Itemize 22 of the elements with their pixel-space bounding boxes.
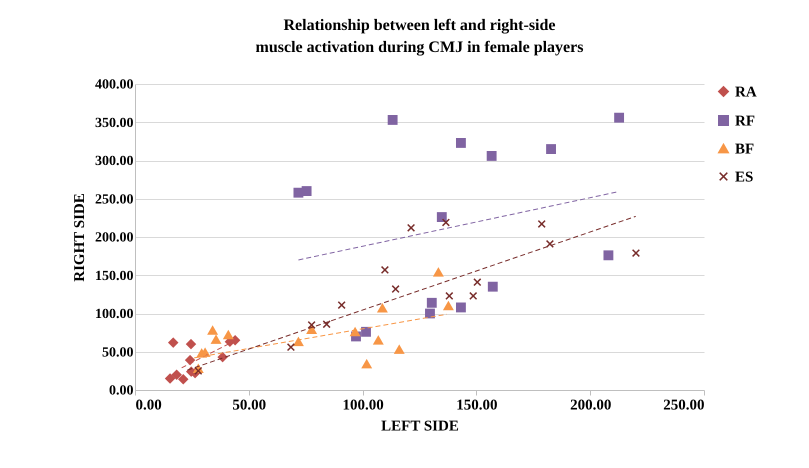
y-tick-label: 100.00 [95, 307, 134, 322]
y-axis-title: RIGHT SIDE [72, 193, 88, 282]
x-tick-label: 150.00 [456, 398, 498, 414]
legend-label: ES [735, 170, 754, 186]
x-tick-label: 250.00 [663, 398, 704, 414]
legend-label: BF [735, 142, 754, 158]
y-tick-label: 350.00 [95, 116, 134, 131]
chart-title: Relationship between left and right-side muscle activation during CMJ in female players [256, 17, 584, 56]
y-tick-label: 0.00 [109, 384, 134, 398]
x-tick-label: 200.00 [570, 398, 612, 414]
x-tick-label: 50.00 [232, 398, 266, 414]
y-tick-label: 150.00 [95, 268, 134, 284]
x-tick-label: 0.00 [136, 398, 162, 414]
y-tick-label: 200.00 [95, 230, 134, 246]
y-tick-label: 250.00 [95, 192, 134, 208]
y-tick-label: 50.00 [102, 345, 134, 360]
y-tick-label: 300.00 [95, 154, 134, 169]
x-axis-title: LEFT SIDE [381, 418, 459, 434]
x-tick-label: 100.00 [342, 398, 384, 414]
y-tick-label: 400.00 [95, 78, 134, 92]
legend-label: RF [735, 114, 755, 130]
legend-label: RA [735, 84, 757, 100]
